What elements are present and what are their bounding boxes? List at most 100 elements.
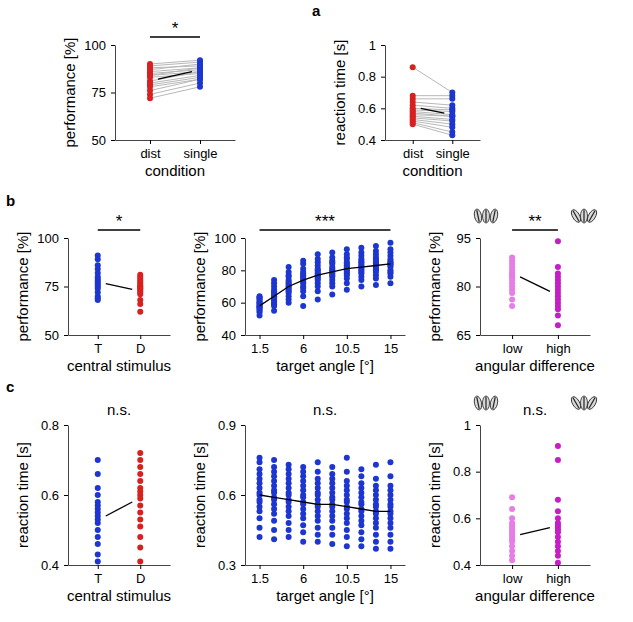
subject-dot [358,245,364,251]
tick-label: 15 [384,571,398,586]
tick-label: 80 [222,263,236,278]
tick-label: 0.6 [453,511,471,526]
subject-dot [257,534,263,540]
tick: 6 [300,335,307,356]
tick: D [136,565,145,586]
grating [581,209,588,223]
tick: dist [403,140,424,161]
tick-mark [476,565,480,566]
subject-dot [555,322,561,328]
tick-label: 10.5 [335,571,360,586]
tick-mark [381,108,385,109]
tick-label: single [184,146,218,161]
subject-dot [509,494,515,500]
tick: 50 [92,133,115,148]
tick: T [94,335,102,356]
tick-label: 1.5 [251,571,269,586]
subject-dot [137,301,143,307]
pair-line [413,98,453,99]
subject-dot [286,534,292,540]
subject-dot [300,529,306,535]
tick-mark [111,93,115,94]
tick-mark [381,77,385,78]
tick: T [94,565,102,586]
tick: single [436,140,470,161]
x-axis-title: condition [402,162,462,179]
mean-line [158,72,192,80]
y-axis-title: performance [%] [426,231,443,341]
grating-stripe [493,210,495,222]
tick-label: single [436,146,470,161]
panel: 0.40.60.81distsingleconditionreaction ti… [331,38,481,179]
subject-dot [387,280,393,286]
grating [585,208,598,224]
panel: 0.40.60.8TDcentral stimulusreaction time… [6,378,171,604]
tick: 0.3 [218,558,245,573]
subject-dot [95,527,101,533]
plot-area [509,443,561,565]
panel: 4060801001.5610.515target angle [°]perfo… [191,212,406,374]
tick-label: high [546,341,571,356]
pair-line [150,75,200,83]
tick-label: 6 [300,571,307,586]
tick-mark [476,472,480,473]
panel-letter: c [6,378,14,395]
tick-label: D [136,571,145,586]
grating-stripe [477,210,479,222]
axis-line [385,46,386,141]
tick-mark [241,565,245,566]
plot-area [95,450,144,565]
plot-area [257,240,394,319]
subject-dot [95,541,101,547]
tick-mark [476,425,480,426]
pair-line [150,60,200,64]
tick-mark [381,140,385,141]
tick-mark [390,565,391,569]
mean-line [520,277,550,292]
subject-dot [137,524,143,530]
y-axis: 5075100 [37,231,68,343]
tick: 100 [84,38,115,53]
tick-mark [558,335,559,339]
tick-mark [347,335,348,339]
axis-line [386,140,481,141]
subject-dot [329,471,335,477]
tick-mark [390,335,391,339]
tick-mark [381,45,385,46]
tick: 1.5 [251,565,269,586]
tick-mark [558,565,559,569]
tick-label: T [94,341,102,356]
y-axis-title: performance [%] [61,37,78,147]
subject-dot [555,497,561,503]
subject-dot [137,291,143,297]
subject-dot [286,520,292,526]
tick: D [136,335,145,356]
tick: 95 [457,231,480,246]
subject-dot [315,539,321,545]
subject-dot [95,492,101,498]
tick: 15 [384,335,398,356]
subject-dot [555,313,561,319]
stimulus-icon [473,395,499,410]
subject-dot [137,545,143,551]
axis-line [245,426,246,566]
tick: 75 [92,85,115,100]
tick-mark [140,565,141,569]
subject-dot [387,240,393,246]
pair-line [413,124,453,135]
significance-label: n.s. [313,401,337,418]
subject-dot [509,303,515,309]
axis-line [480,239,481,336]
tick-mark [452,140,453,144]
subject-dot [137,471,143,477]
x-axis: lowhigh [481,565,591,586]
tick-label: 50 [45,328,59,343]
grating [585,395,598,411]
tick: 1 [369,38,385,53]
tick-mark [347,565,348,569]
y-axis-title: reaction time [s] [14,442,31,548]
x-axis: lowhigh [481,335,591,356]
grating-stripe [485,210,486,222]
tick-mark [200,140,201,144]
tick: 60 [222,295,245,310]
